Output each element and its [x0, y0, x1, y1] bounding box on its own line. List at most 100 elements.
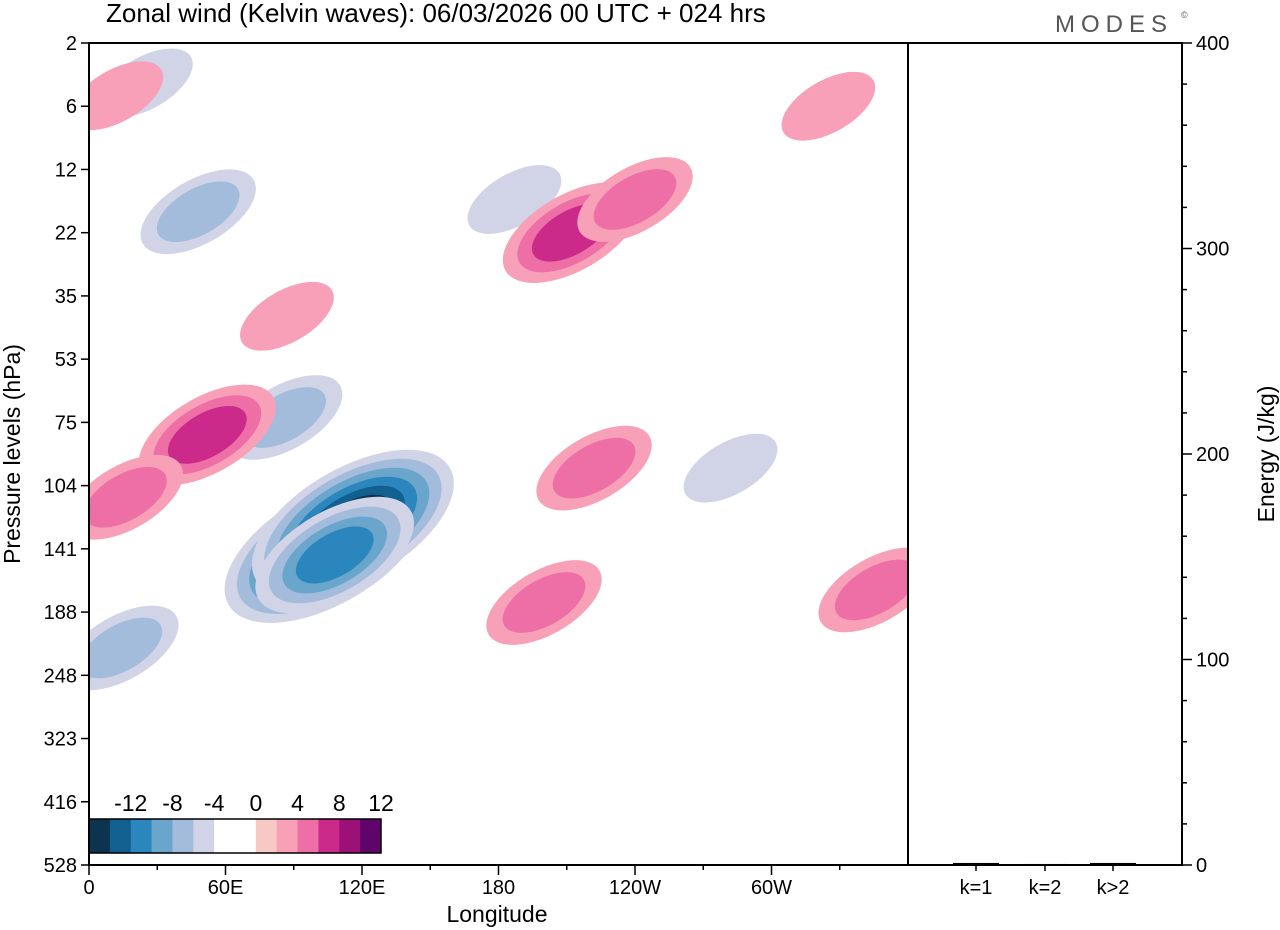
y-tick-label: 12	[55, 159, 77, 181]
contour-level	[552, 437, 636, 499]
y-tick-label: 528	[44, 855, 77, 877]
modes-logo: MODES ©	[1055, 10, 1188, 38]
wind-anomaly-blob	[536, 425, 652, 511]
colorbar: -12 -8 -4 0 4 8 12	[88, 790, 394, 854]
energy-axis-label: Energy (J/kg)	[1253, 386, 1279, 523]
colorbar-swatch	[214, 819, 236, 853]
energy-panel: 0 100 200 300 400 k=1 k=2 k>2	[953, 33, 1229, 899]
colorbar-swatch	[235, 819, 257, 853]
contour-level	[89, 466, 167, 528]
y-tick-label: 35	[55, 286, 77, 308]
colorbar-swatch	[130, 819, 153, 853]
contour-level	[834, 559, 908, 621]
colorbar-swatch	[151, 819, 173, 853]
wind-anomaly-blob	[577, 157, 693, 242]
x-tick-label: 60E	[208, 877, 244, 899]
wind-anomaly-blob	[89, 61, 164, 131]
wind-anomaly-blob	[683, 433, 778, 503]
y-axis-ticks	[81, 42, 89, 866]
y-tick-label: 6	[66, 96, 77, 118]
energy-category-label: k=1	[960, 877, 993, 899]
colorbar-swatches	[89, 819, 382, 853]
y-tick-label: 53	[55, 349, 77, 371]
y-tick-label: 104	[44, 476, 77, 498]
wind-anomaly-blob	[89, 454, 184, 540]
x-tick-label: 120E	[339, 877, 386, 899]
contour-level	[89, 617, 163, 679]
y-tick-label: 188	[44, 602, 77, 624]
colorbar-label: -12	[114, 790, 147, 816]
energy-tick-label: 300	[1196, 239, 1229, 261]
colorbar-label: 8	[333, 790, 346, 816]
colorbar-swatch	[297, 819, 319, 853]
x-tick-label: 120W	[609, 877, 661, 899]
wind-anomaly-blob	[140, 169, 256, 255]
x-tick-label: 0	[83, 877, 94, 899]
colorbar-swatch	[255, 819, 278, 853]
colorbar-swatch	[339, 819, 361, 853]
hovmoller-panel: 2 6 12 22 35 53 75 104 141 188 248 323 416 528 0 60E 12…	[44, 33, 908, 899]
energy-tick-label: 100	[1196, 650, 1229, 672]
figure-frame	[88, 42, 1183, 866]
energy-tick-label: 0	[1196, 855, 1207, 877]
wind-anomaly-blob	[255, 496, 415, 614]
y-tick-label: 416	[44, 792, 77, 814]
wind-anomaly-blob	[89, 605, 179, 691]
colorbar-swatch	[276, 819, 299, 853]
colorbar-swatch	[318, 819, 340, 853]
y-tick-label: 2	[66, 33, 77, 55]
logo-text: MODES	[1055, 11, 1173, 38]
energy-category-labels: k=1 k=2 k>2	[960, 877, 1130, 899]
wind-anomaly-blob	[818, 547, 908, 633]
colorbar-swatch	[193, 819, 215, 853]
wind-field	[89, 48, 908, 691]
x-axis-tick-labels: 0 60E 120E 180 120W 60W	[83, 877, 792, 899]
colorbar-swatch	[172, 819, 194, 853]
colorbar-label: 0	[249, 790, 262, 816]
y-axis-label: Pressure levels (hPa)	[0, 344, 25, 564]
colorbar-swatch	[360, 819, 382, 853]
wind-anomaly-blob	[486, 560, 602, 645]
logo-mark: ©	[1181, 10, 1188, 20]
colorbar-label: 12	[368, 790, 394, 816]
y-tick-label: 323	[44, 729, 77, 751]
energy-axis-ticks	[1182, 42, 1192, 866]
y-tick-label: 248	[44, 665, 77, 687]
wind-anomaly-blob	[467, 165, 562, 234]
colorbar-label: 4	[291, 790, 304, 816]
contour-level	[593, 169, 677, 230]
contour-level	[502, 572, 586, 633]
wind-anomaly-blob	[781, 71, 876, 141]
colorbar-swatch	[89, 819, 111, 853]
energy-axis-tick-labels: 0 100 200 300 400	[1196, 33, 1229, 877]
x-axis-ticks	[88, 865, 841, 875]
contour-level	[156, 181, 240, 243]
energy-category-label: k>2	[1097, 877, 1130, 899]
contour-level	[781, 71, 876, 141]
colorbar-label: -8	[162, 790, 182, 816]
chart-title: Zonal wind (Kelvin waves): 06/03/2026 00…	[106, 0, 766, 28]
y-tick-label: 75	[55, 412, 77, 434]
contour-level	[240, 281, 334, 351]
x-tick-label: 180	[482, 877, 515, 899]
energy-tick-label: 200	[1196, 444, 1229, 466]
contour-level	[295, 526, 374, 584]
contour-level	[467, 165, 562, 234]
contour-level	[683, 433, 778, 503]
y-tick-label: 22	[55, 223, 77, 245]
contour-level	[89, 61, 164, 131]
x-axis-label: Longitude	[446, 901, 547, 927]
energy-bar	[953, 862, 999, 865]
wind-anomaly-blob	[240, 281, 334, 351]
y-tick-label: 141	[44, 539, 77, 561]
colorbar-label: -4	[204, 790, 225, 816]
energy-tick-label: 400	[1196, 33, 1229, 55]
energy-category-label: k=2	[1029, 877, 1062, 899]
colorbar-labels: -12 -8 -4 0 4 8 12	[114, 790, 394, 816]
x-tick-label: 60W	[751, 877, 792, 899]
colorbar-swatch	[109, 819, 132, 853]
contour-level	[167, 405, 247, 464]
energy-bar	[1090, 862, 1136, 865]
y-axis-tick-labels: 2 6 12 22 35 53 75 104 141 188 248 323 416 528	[44, 33, 77, 877]
